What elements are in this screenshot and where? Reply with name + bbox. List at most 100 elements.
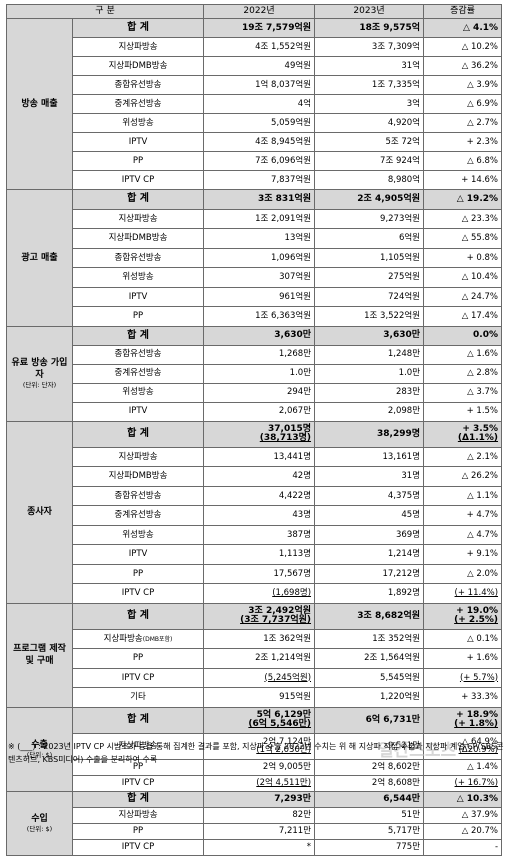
cell-2023: 1,214명 (314, 544, 425, 565)
cell-2022-value-alt: (3조 7,737억원) (240, 615, 312, 625)
cell-change-value-alt: (+ 1.8%) (454, 719, 499, 729)
row-label: 종합유선방송 (71, 75, 205, 95)
cell-2022: 13억원 (203, 228, 316, 249)
cell-2023: 45명 (314, 505, 425, 526)
cell-2023: 6억 6,731만 (314, 706, 425, 734)
cell-2023-value: 5조 72억 (385, 136, 421, 147)
cell-2023-value: 5,545억원 (380, 672, 421, 683)
cell-2023-value: 31억 (401, 60, 421, 71)
cell-change-value: △ 10.2% (461, 41, 499, 52)
cell-change-value: △ 19.2% (456, 193, 499, 204)
cell-change: △ 23.3% (423, 208, 503, 229)
category-cell: 프로그램 제작 및 구매 (6, 602, 73, 708)
cell-2022: 307억원 (203, 267, 316, 288)
row-label: 합 계 (71, 189, 205, 210)
cell-change-value: △ 6.8% (467, 155, 499, 166)
cell-2023-value: 4,920억 (387, 117, 421, 128)
broadcast-stats-table: 구 분 2022년 2023년 증감률 방송 매출 합 계 19조 7,579억원 1… (5, 4, 503, 856)
cell-2023: 1,892명 (314, 583, 425, 604)
cell-2023: 3조 8,682억원 (314, 602, 425, 630)
cell-2023: 2억 8,608만 (314, 774, 425, 792)
cell-2022-value: 13억원 (284, 233, 312, 243)
cell-change-value: △ 3.7% (467, 387, 499, 398)
cell-2022: 1,113명 (203, 544, 316, 565)
row-label-text: 지상파방송 (118, 809, 158, 820)
row-label-text: PP (132, 653, 144, 663)
cell-change-value: △ 64.9% (461, 736, 499, 747)
cell-change: (+ 5.7%) (423, 667, 503, 688)
cell-2022-value: 43명 (292, 510, 312, 520)
cell-change-value: + 2.3% (466, 136, 499, 147)
cell-2023-value: 6억 6,731만 (365, 714, 421, 725)
cell-change-value: + 0.8% (466, 252, 499, 263)
total-row: 수입 (단위: $) 합 계 7,293만 6,544만 △ 10.3% (6, 790, 503, 856)
category-cell: 방송 매출 (6, 18, 73, 190)
table-row: 중계유선방송 43명 45명 + 4.7% (7, 505, 503, 526)
row-label-text: 합 계 (127, 329, 149, 341)
cell-2023-value: 2조 4,905억원 (357, 193, 421, 204)
row-label-text: IPTV CP (121, 588, 155, 598)
cell-2022-value: 1,096억원 (271, 252, 312, 263)
cell-2022-value: 1.0만 (289, 368, 312, 379)
row-label: 합 계 (71, 706, 205, 734)
table-row: 위성방송 5,059억원 4,920억 △ 2.7% (7, 113, 503, 133)
row-label-text: 합 계 (127, 793, 149, 804)
cell-2022-value: 1조 2,091억원 (255, 213, 312, 224)
cell-2023: 4,375명 (314, 485, 425, 506)
table-row: 지상파방송 82만 51만 △ 37.9% (7, 806, 503, 824)
cell-change-value-alt: (Δ20.9%) (458, 745, 499, 755)
row-label: 위성방송 (71, 524, 205, 545)
category-label: 종사자 (27, 506, 52, 517)
cell-2022: 82만 (203, 806, 316, 824)
row-label: 지상파방송 (71, 446, 205, 467)
cell-2023-value: 2억 8,602만 (371, 761, 421, 772)
cell-2022: 1조 6,363억원 (203, 306, 316, 327)
row-label-text: IPTV (128, 136, 148, 147)
cell-2022-value: 3,630만 (274, 330, 312, 340)
cell-2023: 51만 (314, 806, 425, 824)
cell-2022: 3조 2,492억원 (3조 7,737억원) (203, 602, 316, 630)
cell-2022-value: 5억 6,129만 (256, 710, 312, 720)
cell-2022: 49억원 (203, 56, 316, 76)
cell-2022: (2억 4,511만) (203, 774, 316, 792)
cell-change-value: △ 36.2% (461, 60, 499, 71)
cell-change-value: + 4.7% (466, 510, 499, 520)
row-label-text: 중계유선방송 (114, 510, 162, 520)
row-label-text: 지상파방송 (103, 633, 143, 644)
cell-2022-value: 7,293만 (274, 793, 312, 804)
row-label-text: 합 계 (127, 22, 149, 33)
cell-change: △ 37.9% (423, 806, 503, 824)
row-label-text: IPTV CP (121, 174, 155, 185)
cell-2022: 1조 2,091억원 (203, 208, 316, 229)
row-label-text: 합 계 (127, 193, 149, 205)
cell-2023: 18조 9,575억 (314, 18, 425, 38)
row-label-text: 지상파방송 (118, 41, 158, 52)
cell-2023-value: 283만 (395, 387, 421, 398)
row-label: 지상파DMB방송 (71, 466, 205, 487)
row-label-text: 중계유선방송 (114, 368, 162, 379)
cell-change-value: △ 26.2% (461, 471, 499, 481)
cell-2022-value-alt: (1억 2,030만) (256, 745, 312, 755)
cell-2022: 37,015명 (38,713명) (203, 420, 316, 448)
table-row: PP 7,211만 5,717만 △ 20.7% (7, 822, 503, 840)
cell-2023-value: 4,375명 (387, 490, 421, 501)
cell-2023-value: 3억 (406, 98, 421, 109)
cell-change: △ 36.2% (423, 56, 503, 76)
cell-change-value: △ 4.1% (463, 22, 499, 33)
row-label: 중계유선방송 (71, 363, 205, 384)
cell-change: △ 24.7% (423, 286, 503, 307)
cell-change-value: + 1.6% (466, 653, 499, 663)
cell-2023-value: 9,273억원 (380, 213, 421, 224)
table-row: 지상파DMB방송 49억원 31억 △ 36.2% (7, 56, 503, 76)
table-row: IPTV CP (2억 4,511만) 2억 8,608만 (+ 16.7%) (7, 774, 503, 792)
cell-2023: 1,220억원 (314, 687, 425, 708)
cell-change-value: △ 20.7% (461, 825, 499, 836)
cell-2022-value: 2,067만 (278, 406, 312, 417)
cell-change: + 2.3% (423, 132, 503, 152)
row-label-text: IPTV CP (121, 841, 155, 852)
cell-2023: 2조 1,564억원 (314, 648, 425, 669)
cell-2023-value: 724억원 (388, 291, 421, 302)
cell-change-value: - (494, 841, 499, 852)
row-label: IPTV (71, 286, 205, 307)
cell-2022: 17,567명 (203, 563, 316, 584)
